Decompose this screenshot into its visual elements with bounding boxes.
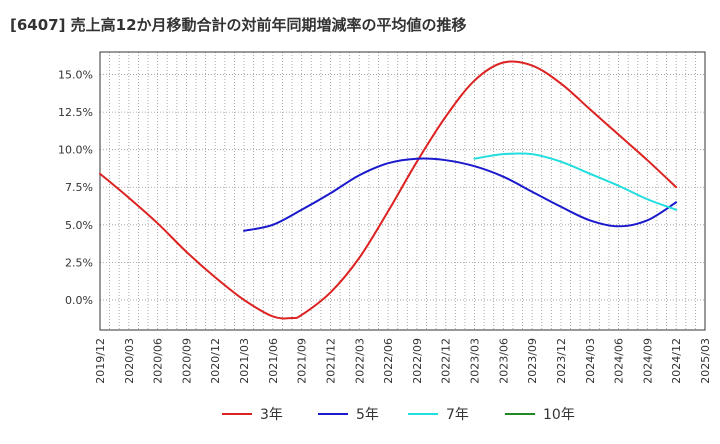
x-tick-label: 2024/09: [641, 338, 654, 384]
series-line-2: [473, 152, 678, 211]
chart-title: [6407] 売上高12か月移動合計の対前年同期増減率の平均値の推移: [10, 16, 467, 34]
y-tick-label: 5.0%: [65, 219, 93, 232]
legend-label-3: 10年: [543, 407, 575, 423]
x-tick-label: 2024/06: [613, 338, 626, 384]
y-tick-label: 2.5%: [65, 256, 93, 269]
x-tick-label: 2022/09: [411, 338, 424, 384]
legend-label-1: 5年: [356, 407, 379, 423]
plot-area: [100, 52, 705, 330]
x-tick-label: 2024/12: [670, 338, 683, 384]
x-tick-label: 2022/12: [440, 338, 453, 384]
x-tick-label: 2024/03: [584, 338, 597, 384]
x-tick-label: 2022/06: [382, 338, 395, 384]
legend-label-0: 3年: [260, 407, 283, 423]
x-tick-label: 2023/09: [526, 338, 539, 384]
legend-label-2: 7年: [446, 407, 469, 423]
legend: 3年 5年 7年 10年: [222, 407, 575, 423]
y-tick-label: 15.0%: [58, 69, 93, 82]
y-tick-label: 0.0%: [65, 294, 93, 307]
x-tick-label: 2023/12: [555, 338, 568, 384]
x-axis: 2019/12 2020/03 2020/06 2020/09 2020/12 2021/…: [94, 338, 712, 384]
x-tick-label: 2020/03: [123, 338, 136, 384]
x-tick-label: 2023/03: [469, 338, 482, 384]
x-tick-label: 2020/06: [152, 338, 165, 384]
y-tick-label: 12.5%: [58, 106, 93, 119]
plot-frame: [99, 51, 706, 331]
x-tick-label: 2021/12: [324, 338, 337, 384]
x-tick-label: 2025/03: [699, 338, 712, 384]
y-tick-label: 10.0%: [58, 144, 93, 157]
x-tick-label: 2021/06: [267, 338, 280, 384]
x-tick-label: 2021/03: [238, 338, 251, 384]
x-tick-label: 2020/12: [209, 338, 222, 384]
grid-lines: [100, 52, 705, 330]
y-tick-label: 7.5%: [65, 181, 93, 194]
series-line-0: [99, 60, 678, 320]
series-line-1: [243, 157, 678, 232]
x-tick-label: 2021/09: [296, 338, 309, 384]
x-tick-label: 2022/03: [353, 338, 366, 384]
x-tick-label: 2019/12: [94, 338, 107, 384]
x-tick-label: 2023/06: [497, 338, 510, 384]
y-axis: 0.0% 2.5% 5.0% 7.5% 10.0% 12.5% 15.0%: [58, 69, 93, 307]
series-lines: [99, 60, 678, 320]
x-tick-label: 2020/09: [180, 338, 193, 384]
